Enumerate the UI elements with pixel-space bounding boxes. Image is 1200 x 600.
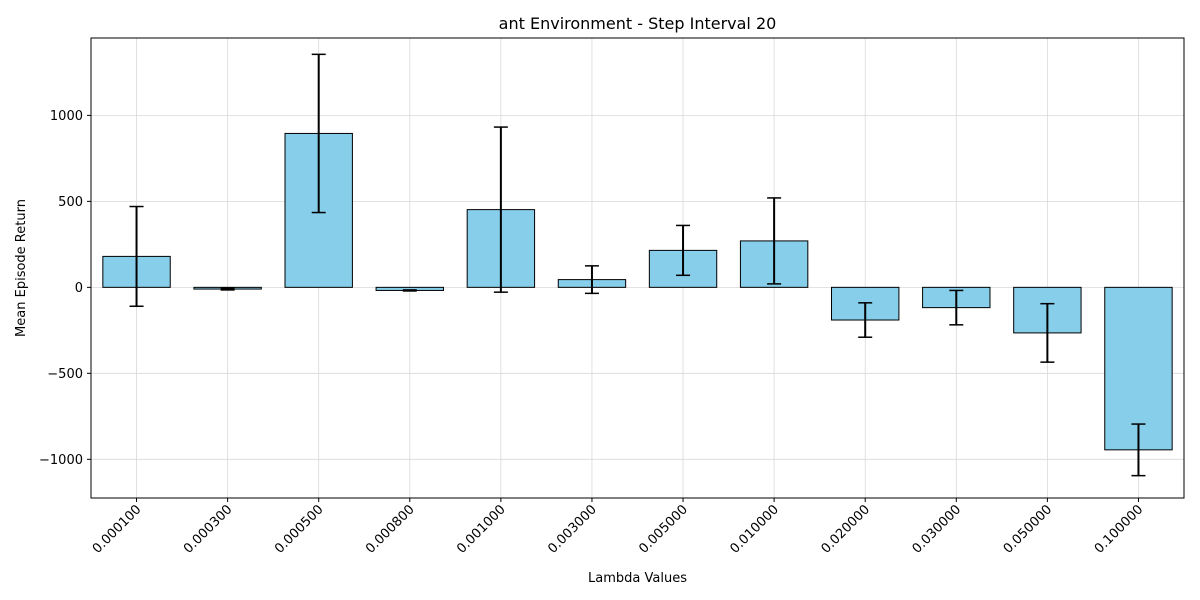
y-tick-label: −1000 bbox=[39, 453, 83, 468]
x-tick-label: 0.100000 bbox=[1092, 502, 1146, 556]
bars bbox=[102, 132, 1173, 451]
x-tick-label: 0.003000 bbox=[545, 502, 599, 556]
x-tick-label: 0.020000 bbox=[819, 502, 873, 556]
y-tick-label: 0 bbox=[75, 281, 83, 296]
y-axis-ticks: −1000 −500 0 500 1000 bbox=[39, 109, 91, 468]
x-axis-label: Lambda Values bbox=[588, 571, 687, 586]
error-bars bbox=[129, 53, 1146, 477]
grid bbox=[91, 38, 1184, 498]
y-tick-label: 1000 bbox=[50, 109, 83, 124]
y-tick-label: 500 bbox=[58, 195, 83, 210]
x-tick-label: 0.001000 bbox=[454, 502, 508, 556]
x-tick-label: 0.030000 bbox=[910, 502, 964, 556]
y-axis-label: Mean Episode Return bbox=[14, 199, 29, 337]
x-tick-label: 0.050000 bbox=[1001, 502, 1055, 556]
chart-title: ant Environment - Step Interval 20 bbox=[499, 14, 777, 33]
x-tick-label: 0.000300 bbox=[181, 502, 235, 556]
x-tick-label: 0.005000 bbox=[636, 502, 690, 556]
x-tick-label: 0.010000 bbox=[727, 502, 781, 556]
y-tick-label: −500 bbox=[47, 367, 83, 382]
x-tick-label: 0.000500 bbox=[272, 502, 326, 556]
x-tick-label: 0.000800 bbox=[363, 502, 417, 556]
x-axis-ticks: 0.000100 0.000300 0.000500 0.000800 0.001000… bbox=[90, 498, 1146, 557]
x-tick-label: 0.000100 bbox=[90, 502, 144, 556]
plot-frame bbox=[90, 37, 1185, 499]
bar bbox=[1104, 286, 1173, 451]
